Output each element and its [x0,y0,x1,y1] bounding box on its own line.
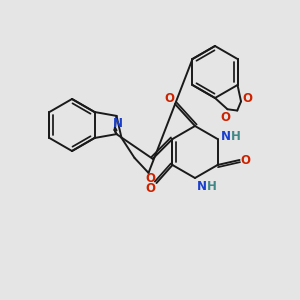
Text: N: N [197,181,207,194]
Text: N: N [112,117,122,130]
Text: N: N [220,130,230,142]
Text: O: O [220,111,230,124]
Text: H: H [231,130,241,142]
Text: O: O [242,92,252,105]
Text: O: O [164,92,174,104]
Text: O: O [241,154,250,166]
Text: O: O [146,182,155,196]
Text: O: O [146,172,155,185]
Text: H: H [207,181,217,194]
